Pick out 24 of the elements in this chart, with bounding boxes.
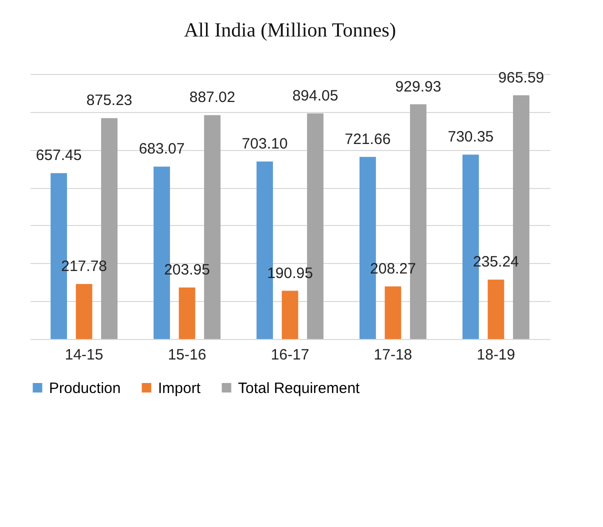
data-label: 703.10	[242, 136, 288, 153]
legend-label: Total Requirement	[238, 380, 361, 397]
bar	[282, 290, 298, 339]
data-label: 875.23	[86, 92, 132, 110]
data-label: 887.02	[189, 89, 236, 106]
data-label: 721.66	[344, 130, 391, 148]
legend-label: Production	[49, 380, 121, 397]
legend-label: Import	[158, 380, 202, 397]
data-label: 894.05	[292, 87, 338, 104]
x-tick-label: 17-18	[374, 346, 412, 364]
data-label: 929.93	[395, 78, 442, 96]
x-tick-label: 15-16	[168, 346, 206, 364]
x-tick-label: 14-15	[64, 346, 104, 364]
data-label: 965.59	[498, 69, 544, 86]
data-label: 657.45	[36, 147, 82, 164]
x-tick-label: 18-19	[476, 346, 516, 364]
data-label: 683.07	[138, 140, 185, 158]
bar	[76, 284, 92, 339]
chart-title: All India (Million Tonnes)	[184, 19, 396, 42]
data-label: 730.35	[448, 128, 494, 146]
bar	[488, 280, 504, 339]
bar	[178, 288, 196, 339]
bar	[384, 286, 402, 339]
x-tick-label: 16-17	[270, 346, 310, 364]
